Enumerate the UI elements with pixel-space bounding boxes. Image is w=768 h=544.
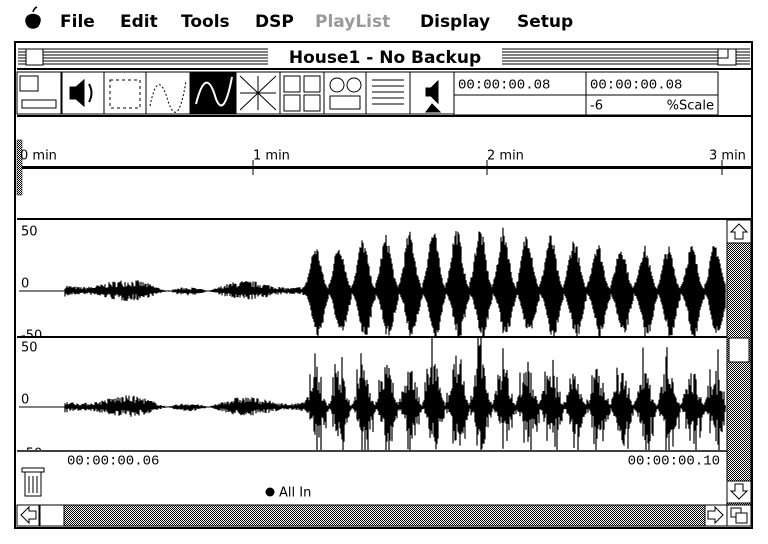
- menu-item[interactable]: Tools: [181, 12, 230, 32]
- ruler-label: 1 min: [253, 149, 290, 164]
- toolbar: [16, 71, 719, 116]
- ruler-label: 2 min: [487, 149, 524, 164]
- axis-label: 0: [21, 393, 29, 408]
- close-box[interactable]: [25, 48, 44, 66]
- channel-indicator: [265, 487, 275, 497]
- trash-icon[interactable]: [21, 467, 45, 497]
- axis-label: 50: [21, 341, 38, 356]
- time-display: 00:00:00.08: [590, 78, 682, 94]
- channel-label[interactable]: All In: [279, 486, 311, 501]
- window-title: House1 - No Backup: [289, 48, 481, 68]
- menu-item[interactable]: Edit: [120, 12, 158, 32]
- time-display: 00:00:00.08: [458, 78, 550, 94]
- title-bar: House1 - No Backup: [17, 46, 751, 70]
- menu-item[interactable]: Display: [420, 12, 490, 32]
- time-box: [453, 71, 587, 116]
- waveform-track[interactable]: [19, 227, 726, 339]
- start-time: 00:00:00.06: [67, 454, 159, 470]
- axis-label: -50: [21, 329, 42, 344]
- axis-label: 50: [21, 225, 38, 240]
- menu-item[interactable]: File: [60, 12, 95, 32]
- waveform: [64, 338, 726, 450]
- tool-button[interactable]: [365, 71, 411, 115]
- waveform-track[interactable]: [19, 325, 726, 478]
- end-time: 00:00:00.10: [628, 454, 720, 470]
- menu-bar: File Edit Tools DSP PlayList Display Set…: [25, 6, 573, 32]
- horizontal-scrollbar[interactable]: [16, 504, 752, 527]
- timeline-ruler: 0 min 1 min 2 min 3 min: [16, 139, 751, 196]
- tool-button[interactable]: [145, 71, 191, 115]
- menu-item[interactable]: Setup: [517, 12, 573, 32]
- scale-label: %Scale: [667, 99, 714, 114]
- menu-item: PlayList: [315, 12, 390, 32]
- ruler-label: 0 min: [20, 149, 57, 164]
- ruler-label: 3 min: [709, 149, 746, 164]
- zoom-box[interactable]: [717, 48, 737, 66]
- level-display: -6: [590, 99, 603, 114]
- waveform: [64, 227, 726, 337]
- menu-item[interactable]: DSP: [255, 12, 294, 32]
- vertical-scrollbar[interactable]: [726, 219, 752, 506]
- axis-label: 0: [21, 277, 29, 292]
- axis-label: -50: [21, 447, 42, 462]
- apple-menu[interactable]: [25, 6, 41, 29]
